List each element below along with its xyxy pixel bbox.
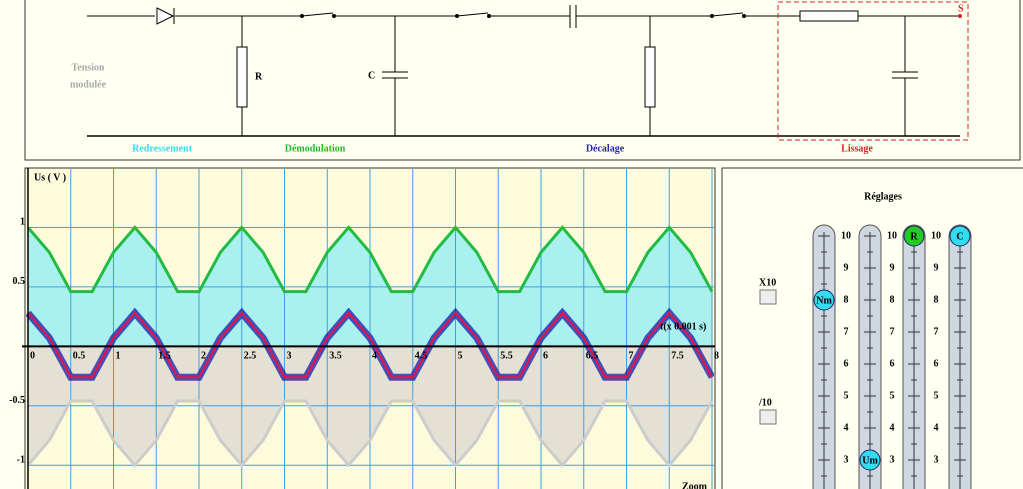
x-tick-label: 1	[116, 351, 121, 362]
scale-label: 7	[844, 326, 849, 337]
scale-label: 8	[890, 294, 895, 305]
x-tick-label: 8	[714, 351, 719, 362]
y-tick-label: 1	[20, 217, 25, 228]
stage-label: Lissage	[841, 143, 873, 154]
capacitor-label: C	[368, 70, 375, 81]
scale-label: 5	[844, 390, 849, 401]
scale-label: 9	[934, 262, 939, 273]
scale-label: 6	[890, 358, 895, 369]
x-tick-label: 6.5	[586, 351, 599, 362]
button[interactable]	[759, 409, 777, 425]
y-tick-label: 0.5	[13, 276, 26, 287]
stage-label: Décalage	[586, 143, 625, 154]
plot-area	[26, 169, 714, 489]
x-tick-label: 1.5	[158, 351, 171, 362]
slider-knob[interactable]	[903, 225, 925, 247]
scale-label: 3	[934, 454, 939, 465]
x-tick-label: 6	[543, 351, 548, 362]
input-label: modulée	[70, 79, 107, 90]
stage-label: Redressement	[132, 143, 192, 154]
scale-label: 10	[931, 230, 941, 241]
resistor-label: R	[255, 71, 263, 82]
button[interactable]	[759, 289, 777, 305]
stage-labels: Redressement Démodulation Décalage Lissage	[132, 143, 873, 154]
scale-label: 10	[887, 230, 897, 241]
scale-label: 4	[934, 422, 939, 433]
scale-label: 7	[890, 326, 895, 337]
signal-line	[26, 399, 714, 468]
output-label: S	[958, 3, 964, 14]
controls-title: Réglages	[864, 191, 902, 202]
x-tick-label: 3.5	[329, 351, 342, 362]
slider-label: Um	[862, 455, 878, 466]
y-axis-label: Us ( V )	[34, 172, 66, 183]
scale-label: 6	[934, 358, 939, 369]
scale-label: 4	[844, 422, 849, 433]
x-tick-label: 7	[629, 351, 634, 362]
slider-label: Nm	[816, 295, 832, 306]
x-tick-label: 0	[30, 351, 35, 362]
input-label: Tension	[72, 62, 105, 73]
scale-label: 6	[844, 358, 849, 369]
plot: 0 0.5 1 1.5 2 2.5 3 3.5 4 4.5 5 5.5 6 6.5 7 7.5 8 -1 -0.5 0…	[9, 168, 719, 489]
slider-knob[interactable]	[859, 449, 881, 471]
scale-label: 4	[890, 422, 895, 433]
x-tick-label: 7.5	[671, 351, 684, 362]
x-tick-label: 3	[287, 351, 292, 362]
button-label[interactable]: /10	[758, 397, 772, 408]
slider-label: R	[910, 231, 918, 242]
scale-label: 9	[890, 262, 895, 273]
stage-label: Démodulation	[285, 143, 346, 154]
signal-line	[26, 225, 714, 294]
x-tick-label: 0.5	[73, 351, 86, 362]
circuit-panel	[24, 0, 1021, 161]
scale-label: 9	[844, 262, 849, 273]
scale-label: 10	[841, 230, 851, 241]
x-tick-label: 2.5	[244, 351, 257, 362]
x-tick-label: 4	[372, 351, 377, 362]
scale-label: 5	[934, 390, 939, 401]
x-axis-label: t(x 0.001 s)	[660, 321, 706, 332]
y-tick-label: -1	[17, 455, 25, 466]
slider-knob[interactable]	[949, 225, 971, 247]
scale-label: 8	[844, 294, 849, 305]
scale-label: 3	[844, 454, 849, 465]
x-tick-label: 5	[458, 351, 463, 362]
y-tick-label: -0.5	[9, 395, 25, 406]
scale-label: 5	[890, 390, 895, 401]
signal-line	[27, 311, 713, 379]
controls: X10/10 10 9 8 7 6 5 4 3 Nm 10 9 8 7 6 5 4 3 Um 10 9 8 7 6 5 4 3 R C	[758, 224, 972, 489]
x-tick-label: 4.5	[415, 351, 428, 362]
slider-knob[interactable]	[813, 289, 835, 311]
circuit	[87, 1, 969, 141]
x-tick-label: 2	[201, 351, 206, 362]
button-label[interactable]: X10	[759, 277, 776, 288]
slider-label: C	[956, 231, 963, 242]
scale-label: 8	[934, 294, 939, 305]
scale-label: 7	[934, 326, 939, 337]
x-tick-label: 5.5	[500, 351, 513, 362]
scale-label: 3	[890, 454, 895, 465]
zoom-label[interactable]: Zoom	[682, 481, 708, 489]
